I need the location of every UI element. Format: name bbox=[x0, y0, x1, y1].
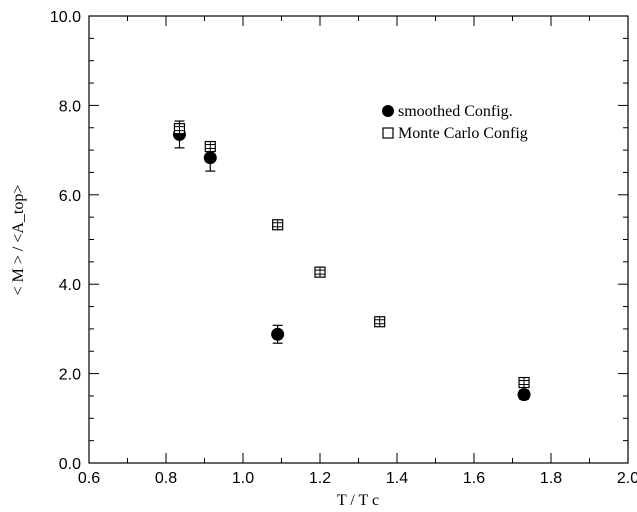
y-tick-label: 6.0 bbox=[59, 188, 81, 205]
marker-filled-circle bbox=[203, 151, 217, 165]
tick-labels: 0.6 0.8 1.0 1.2 1.4 1.6 1.8 2.0 0.0 2.0 4.0 6.0 8.0 1… bbox=[50, 9, 637, 487]
data-marks bbox=[172, 120, 531, 402]
x-tick-label: 1.2 bbox=[309, 470, 331, 487]
legend-marker-montecarlo bbox=[382, 127, 394, 139]
x-axis-title: T / T c bbox=[337, 492, 379, 509]
ticks bbox=[88, 15, 629, 464]
x-tick-label: 2.0 bbox=[617, 470, 637, 487]
y-tick-label: 10.0 bbox=[50, 9, 81, 26]
y-axis-title: < M > / <A_top> bbox=[10, 185, 27, 296]
x-tick-label: 1.0 bbox=[232, 470, 254, 487]
legend-label-montecarlo: Monte Carlo Config bbox=[398, 125, 528, 142]
y-tick-label: 0.0 bbox=[59, 456, 81, 473]
plot-frame bbox=[88, 15, 629, 464]
montecarlo-point bbox=[173, 123, 186, 135]
x-tick-label: 1.8 bbox=[540, 470, 562, 487]
legend-label-smoothed: smoothed Config. bbox=[398, 103, 513, 120]
montecarlo-point bbox=[518, 376, 530, 389]
smoothed-point bbox=[517, 388, 531, 402]
x-tick-label: 1.6 bbox=[463, 470, 485, 487]
smoothed-point bbox=[271, 324, 285, 344]
marker-filled-circle bbox=[517, 388, 531, 402]
legend-marker-smoothed bbox=[382, 105, 394, 117]
montecarlo-point bbox=[204, 140, 216, 153]
x-tick-label: 0.8 bbox=[155, 470, 177, 487]
legend: smoothed Config. Monte Carlo Config bbox=[382, 103, 528, 142]
y-tick-label: 4.0 bbox=[59, 277, 81, 294]
x-tick-label: 0.6 bbox=[78, 470, 100, 487]
x-tick-label: 1.4 bbox=[386, 470, 408, 487]
marker-filled-circle bbox=[271, 327, 285, 341]
montecarlo-point bbox=[374, 316, 386, 328]
montecarlo-point bbox=[314, 266, 326, 278]
y-tick-label: 8.0 bbox=[59, 98, 81, 115]
y-tick-label: 2.0 bbox=[59, 367, 81, 384]
montecarlo-point bbox=[272, 219, 284, 231]
